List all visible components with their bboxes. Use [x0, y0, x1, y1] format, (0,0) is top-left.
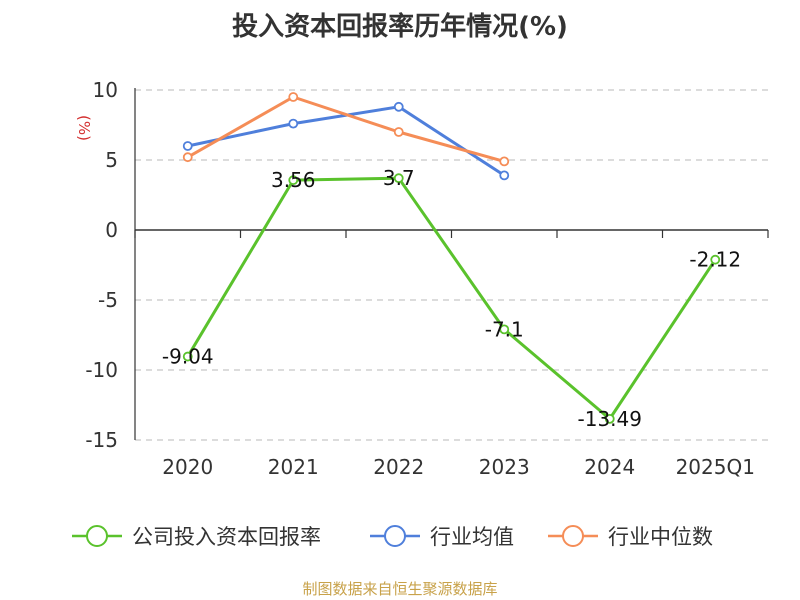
- data-label: -2.12: [689, 248, 741, 272]
- data-point: [604, 413, 615, 424]
- y-tick-label: 0: [105, 218, 118, 242]
- y-axis-unit: (%): [75, 115, 93, 141]
- series-line-1: [187, 105, 506, 177]
- x-tick-label: 2023: [479, 455, 530, 479]
- chart-title: 投入资本回报率历年情况(%): [232, 12, 568, 42]
- source-note: 制图数据来自恒生聚源数据库: [302, 580, 498, 598]
- series-layer: [182, 92, 721, 424]
- data-labels: -9.04 3.56 3.7 -7.1 -13.49 -2.12: [162, 166, 741, 431]
- data-label: -7.1: [485, 317, 524, 341]
- legend-marker: [86, 525, 108, 547]
- data-point: [182, 141, 193, 151]
- series-line-0: [186, 176, 717, 421]
- data-point: [288, 118, 299, 129]
- x-tick-label: 2020: [162, 455, 213, 479]
- data-point: [288, 92, 299, 102]
- data-point: [393, 173, 404, 184]
- y-tick-label: 10: [93, 78, 118, 102]
- y-tick-label: 5: [105, 148, 118, 172]
- x-tick-label: 2024: [584, 455, 635, 479]
- data-label: 3.7: [383, 166, 415, 190]
- data-point: [393, 101, 404, 112]
- data-point: [288, 175, 299, 186]
- data-point: [499, 324, 510, 335]
- series-line-2: [187, 95, 505, 163]
- legend-marker: [384, 525, 406, 547]
- data-point: [710, 254, 721, 265]
- legend-label: 公司投入资本回报率: [132, 525, 321, 549]
- y-tick-label: -5: [98, 288, 118, 312]
- y-tick-label: -10: [85, 358, 118, 382]
- legend-label: 行业均值: [430, 525, 514, 549]
- x-tick-label: 2025Q1: [676, 455, 755, 479]
- data-point: [499, 156, 510, 167]
- axes: 10 5 0 -5 -10 -15 2020 2021 2022 2023 2024 2025Q1 (%…: [75, 78, 769, 479]
- data-label: 3.56: [271, 168, 316, 192]
- legend-label: 行业中位数: [608, 525, 713, 549]
- legend-marker: [562, 525, 584, 547]
- data-point: [182, 152, 193, 163]
- x-tick-label: 2021: [268, 455, 319, 479]
- legend: 公司投入资本回报率 行业均值 行业中位数: [72, 525, 713, 549]
- data-point: [182, 351, 193, 362]
- x-tick-label: 2022: [373, 455, 424, 479]
- y-tick-label: -15: [85, 428, 118, 452]
- data-label: -9.04: [162, 345, 214, 369]
- data-label: -13.49: [578, 407, 642, 431]
- data-point: [499, 170, 510, 181]
- data-point: [393, 127, 404, 137]
